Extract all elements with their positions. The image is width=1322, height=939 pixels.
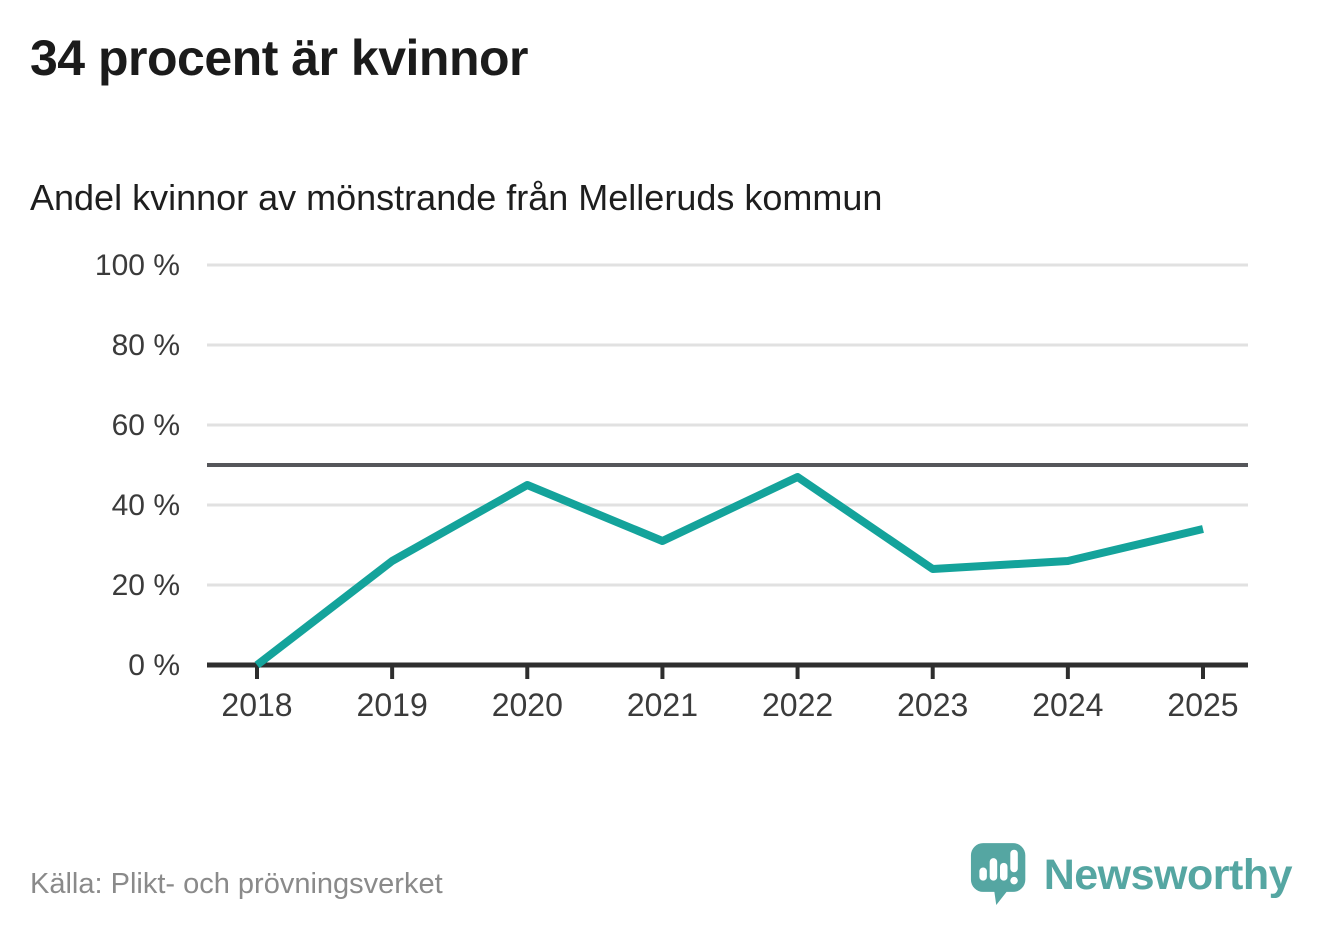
y-tick-label: 0 % <box>128 649 180 682</box>
x-tick-label: 2020 <box>492 687 563 723</box>
y-tick-label: 100 % <box>95 249 180 282</box>
chart-subtitle: Andel kvinnor av mönstrande från Melleru… <box>30 177 883 218</box>
x-tick-label: 2021 <box>627 687 698 723</box>
x-tick-label: 2023 <box>897 687 968 723</box>
source-note: Källa: Plikt- och prövningsverket <box>30 868 443 900</box>
x-tick-label: 2025 <box>1167 687 1238 723</box>
x-tick-label: 2018 <box>221 687 292 723</box>
data-line-andel-kvinnor <box>254 473 1204 669</box>
y-tick-label: 80 % <box>112 329 180 362</box>
newsworthy-logo: Newsworthy <box>970 842 1293 908</box>
y-tick-label: 40 % <box>112 489 180 522</box>
y-tick-label: 20 % <box>112 569 180 602</box>
chart-title: 34 procent är kvinnor <box>30 30 529 86</box>
x-tick-label: 2022 <box>762 687 833 723</box>
newsworthy-logo-icon <box>970 843 1026 905</box>
y-tick-label: 60 % <box>112 409 180 442</box>
x-tick-label: 2024 <box>1032 687 1103 723</box>
line-chart: 0 % 20 % 40 % 60 % 80 % 100 % 2018 2019 2020 2021… <box>95 249 1248 723</box>
newsworthy-wordmark: Newsworthy <box>1043 850 1293 899</box>
x-tick-label: 2019 <box>357 687 428 723</box>
